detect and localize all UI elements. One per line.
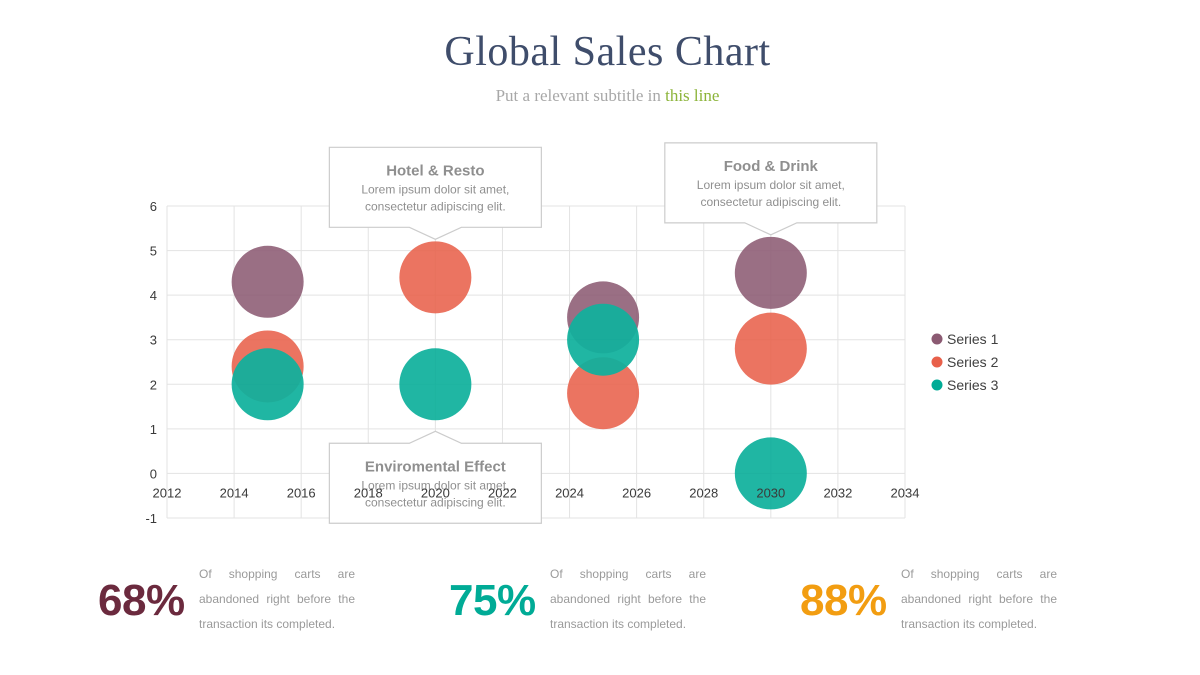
callout-box — [664, 142, 878, 236]
stat-value-1: 68% — [98, 576, 185, 625]
callout-box — [328, 146, 542, 240]
y-tick-label: 1 — [150, 422, 157, 437]
bubble-series-2 — [734, 312, 807, 385]
stat-value-3: 88% — [800, 576, 887, 625]
bubble-series-3 — [567, 303, 640, 376]
stat-description-3: Of shopping carts are abandoned right be… — [901, 567, 1057, 631]
callout-text: consectetur adipiscing elit. — [700, 195, 841, 209]
bubble-series-1 — [734, 236, 807, 309]
y-tick-label: 5 — [150, 244, 157, 259]
bubble-layer — [231, 236, 807, 510]
bubble-series-3 — [231, 348, 304, 421]
x-tick-label: 2016 — [287, 485, 316, 500]
y-tick-label: 2 — [150, 377, 157, 392]
stat-description-1: Of shopping carts are abandoned right be… — [199, 567, 355, 631]
stat-description-2: Of shopping carts are abandoned right be… — [550, 567, 706, 631]
bubble-series-2 — [567, 357, 640, 430]
callout-2: Food & Drink Lorem ipsum dolor sit amet, c… — [664, 142, 878, 236]
subtitle-text: Put a relevant subtitle in — [495, 86, 666, 105]
legend-marker — [931, 379, 943, 391]
page-title: Global Sales Chart — [444, 29, 771, 75]
bubble-series-3 — [399, 348, 472, 421]
x-tick-label: 2034 — [891, 485, 920, 500]
stat-value-2: 75% — [449, 576, 536, 625]
bubble-series-2 — [399, 241, 472, 314]
legend: Series 1 Series 2 Series 3 — [931, 331, 999, 393]
callout-3: Enviromental Effect Lorem ipsum dolor sit… — [328, 430, 542, 524]
x-tick-label: 2032 — [823, 485, 852, 500]
callout-text: consectetur adipiscing elit. — [365, 495, 506, 509]
callout-text: Lorem ipsum dolor sit amet, — [361, 478, 509, 492]
callout-title: Hotel & Resto — [386, 162, 484, 179]
callout-text: Lorem ipsum dolor sit amet, — [697, 178, 845, 192]
x-tick-label: 2026 — [622, 485, 651, 500]
bubble-series-1 — [231, 245, 304, 318]
y-tick-label: 3 — [150, 333, 157, 348]
y-tick-label: 0 — [150, 466, 157, 481]
subtitle-highlight: this line — [665, 86, 720, 105]
callout-box — [328, 430, 542, 524]
bubble-chart: -1 0 1 2 3 4 5 6 Hotel & Resto Lorem ipsum dolor … — [145, 142, 999, 526]
y-tick-label: 4 — [150, 288, 157, 303]
x-tick-label: 2030 — [756, 485, 785, 500]
legend-marker — [931, 333, 943, 345]
callout-title: Food & Drink — [724, 158, 819, 175]
x-tick-label: 2028 — [689, 485, 718, 500]
x-tick-label: 2012 — [153, 485, 182, 500]
x-tick-label: 2024 — [555, 485, 584, 500]
x-tick-label: 2022 — [488, 485, 517, 500]
y-tick-label: -1 — [145, 511, 157, 526]
x-tick-label: 2014 — [220, 485, 249, 500]
x-tick-label: 2020 — [421, 485, 450, 500]
bubble-series-3 — [734, 437, 807, 510]
callout-text: Lorem ipsum dolor sit amet, — [361, 182, 509, 196]
legend-label: Series 3 — [947, 377, 999, 393]
callout-title: Enviromental Effect — [365, 458, 506, 475]
callout-text: consectetur adipiscing elit. — [365, 199, 506, 213]
callout-1: Hotel & Resto Lorem ipsum dolor sit amet,… — [328, 146, 542, 240]
page-subtitle: Put a relevant subtitle in this line — [0, 86, 1200, 106]
legend-label: Series 2 — [947, 354, 999, 370]
legend-label: Series 1 — [947, 331, 999, 347]
legend-marker — [931, 356, 943, 368]
y-tick-label: 6 — [150, 199, 157, 214]
x-tick-label: 2018 — [354, 485, 383, 500]
